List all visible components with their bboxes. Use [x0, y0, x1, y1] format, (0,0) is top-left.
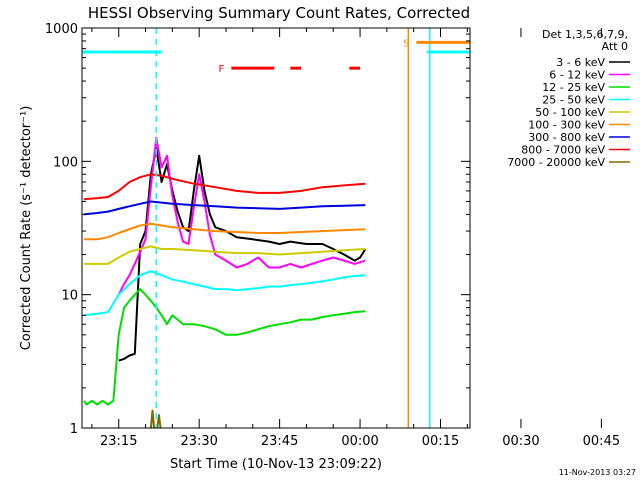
legend-label: 3 - 6 keV	[556, 56, 605, 69]
series-line	[83, 288, 366, 406]
legend-label: 7000 - 20000 keV	[507, 156, 605, 169]
legend-label: 100 - 300 keV	[528, 119, 605, 132]
series-line	[83, 245, 366, 265]
x-tick-label: 00:00	[341, 434, 378, 449]
x-tick-label: 00:45	[583, 434, 620, 449]
x-axis-label: Start Time (10-Nov-13 23:09:22)	[170, 457, 382, 472]
y-tick-label: 1	[70, 422, 78, 437]
y-tick-label: 100	[53, 155, 78, 170]
series-line	[117, 136, 366, 296]
series-layer	[83, 136, 367, 428]
legend-label: 800 - 7000 keV	[521, 144, 605, 157]
flag-label: F	[218, 64, 224, 75]
series-line	[83, 270, 366, 317]
legend-header-line2: Att 0	[602, 40, 628, 53]
x-tick-label: 23:15	[100, 434, 137, 449]
footer-timestamp: 11-Nov-2013 03:27	[559, 468, 636, 477]
series-line	[83, 200, 366, 216]
x-tick-label: 23:30	[180, 434, 217, 449]
x-tick-label: 00:15	[422, 434, 459, 449]
legend-label: 25 - 50 keV	[542, 94, 605, 107]
y-axis-label: Corrected Count Rate (s⁻¹ detector⁻¹)	[19, 106, 34, 351]
y-axis: 1 10 100 1000	[45, 22, 470, 437]
y-tick-label: 10	[61, 289, 78, 304]
x-tick-label: 00:30	[502, 434, 539, 449]
legend-label: 6 - 12 keV	[549, 69, 605, 82]
series-line	[83, 222, 366, 241]
flag-label: S	[403, 38, 409, 49]
chart-title: HESSI Observing Summary Count Rates, Cor…	[88, 4, 470, 22]
legend-label: 50 - 100 keV	[535, 106, 605, 119]
legend-header-line1: Det 1,3,5,6,7,9,	[542, 28, 628, 41]
y-tick-label: 1000	[45, 22, 78, 37]
x-axis: 23:15 23:30 23:45 00:00 00:15 00:30 00:45	[91, 28, 620, 449]
legend-label: 12 - 25 keV	[542, 81, 605, 94]
legend-label: 300 - 800 keV	[528, 131, 605, 144]
series-line	[83, 173, 366, 201]
plot-frame	[81, 27, 471, 429]
series-line	[149, 409, 162, 428]
x-tick-label: 23:45	[261, 434, 298, 449]
flags-layer: NSF	[82, 28, 470, 428]
